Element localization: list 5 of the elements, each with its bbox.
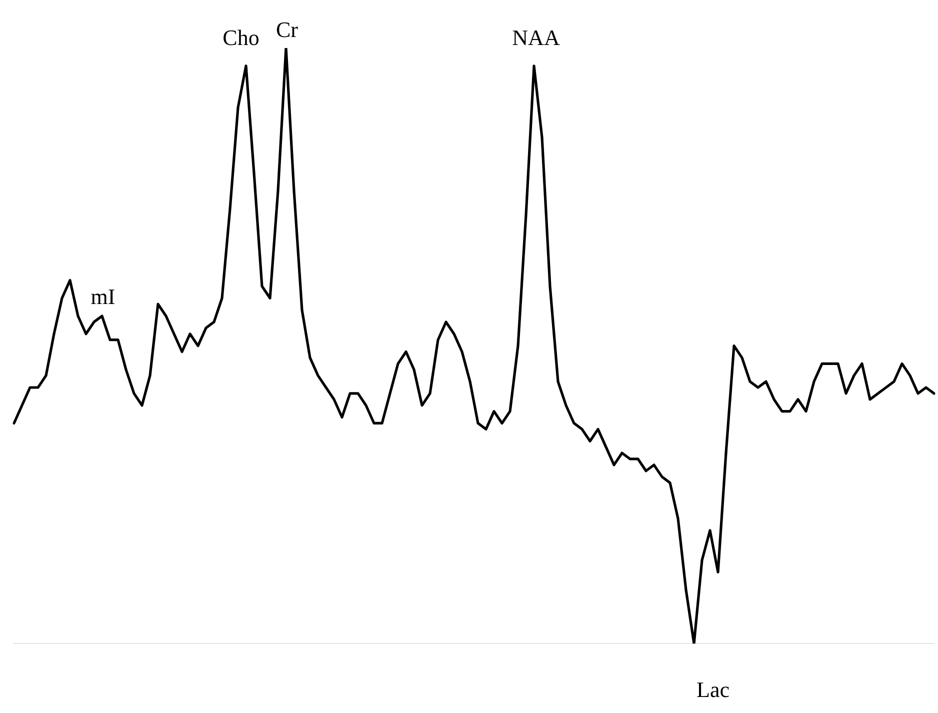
annotation: mI [90,284,116,310]
text: Lac [696,677,730,703]
text: Cr [276,17,298,43]
annotation: Cho [222,25,260,51]
annotation: NAA [512,25,560,51]
